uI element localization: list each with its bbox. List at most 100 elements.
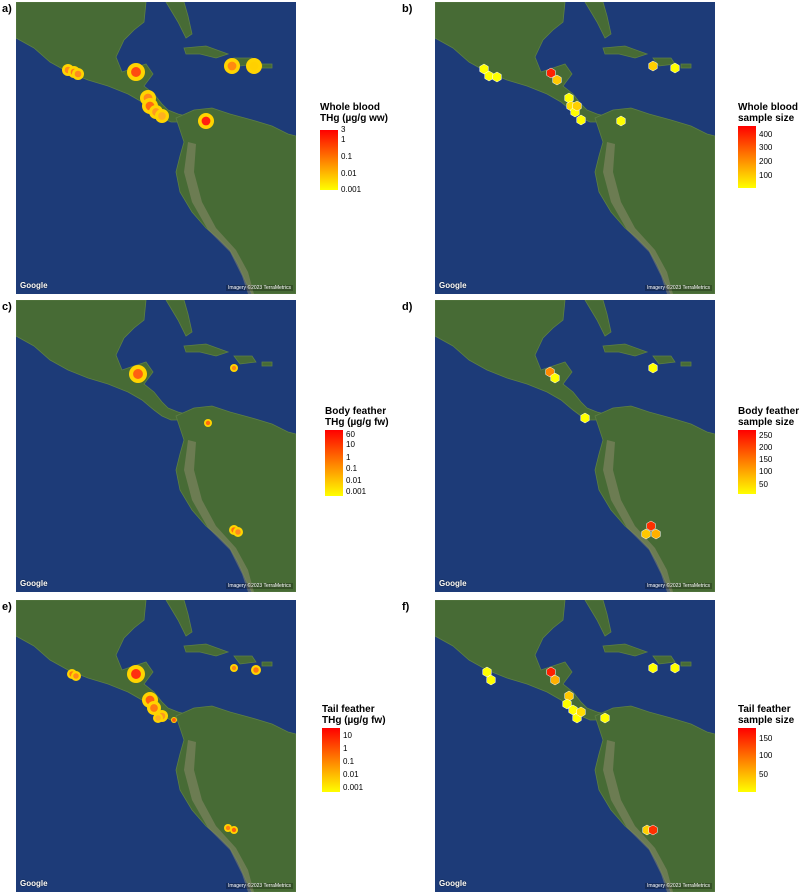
hex-bin [482,666,492,678]
site-marker [205,420,211,426]
panel-label: e) [2,601,12,613]
google-logo: Google [439,281,467,290]
site-marker [231,365,237,371]
legend-title: Whole blood [738,102,798,113]
landmass [233,655,257,665]
panel-b: b) Google Imagery ©2023 TerraMetrics Whol… [400,0,800,298]
map[interactable]: Google Imagery ©2023 TerraMetrics [16,600,296,892]
landmass [435,300,606,421]
legend-colorbar [738,126,756,188]
legend-tick: 0.001 [346,487,367,496]
landmass [602,643,649,657]
site-marker [249,61,259,71]
legend-title: Tail feather [322,704,375,715]
legend-tick: 150 [759,455,773,464]
legend-title: Tail feather [738,704,791,715]
andes-ridge [603,740,673,892]
google-logo: Google [20,281,48,290]
legend-tick: 400 [759,130,773,139]
landmass [183,45,230,59]
site-marker [235,529,241,535]
legend-tick: 0.1 [343,757,355,766]
landmass [652,355,676,365]
map-canvas [435,2,715,294]
andes-ridge [184,142,254,294]
legend-colorbar [325,430,343,496]
google-logo: Google [20,879,48,888]
legend: Whole blood THg (µg/g ww) 3 1 0.1 0.01 0… [320,102,400,202]
landmass [165,300,193,337]
landmass [261,661,273,667]
legend-colorbar [738,430,756,494]
legend-tick: 1 [346,453,351,462]
legend-tick: 0.01 [346,476,362,485]
panel-d: d) Google Imagery ©2023 TerraMetrics Body… [400,298,800,596]
site-marker [158,112,166,120]
site-marker [253,667,259,673]
google-logo: Google [439,879,467,888]
site-marker [150,704,158,712]
legend-tick: 10 [343,731,352,740]
legend-title: Body feather [738,406,800,417]
legend-colorbar [738,728,756,792]
site-marker [73,673,79,679]
legend-tick: 1 [343,744,348,753]
legend: Tail feather THg (µg/g fw) 10 1 0.1 0.01… [322,704,400,804]
hex-bin [576,114,586,126]
map-canvas [16,300,296,592]
panel-c: c) Google Imagery ©2023 TerraMetrics Body… [0,298,400,596]
map[interactable]: Google Imagery ©2023 TerraMetrics [16,300,296,592]
google-logo: Google [439,579,467,588]
legend-tick: 50 [759,770,768,779]
landmass [680,661,692,667]
site-marker [131,67,141,77]
hex-bin [572,100,582,112]
legend-tick: 100 [759,467,773,476]
landmass [652,655,676,665]
legend-subtitle: sample size [738,715,795,726]
panel-label: c) [2,301,12,313]
map-canvas [16,2,296,294]
map[interactable]: Google Imagery ©2023 TerraMetrics [16,2,296,294]
legend-tick: 100 [759,751,773,760]
panel-label: b) [402,3,413,15]
hex-bin [492,71,502,83]
andes-ridge [184,440,254,592]
imagery-attribution: Imagery ©2023 TerraMetrics [644,883,712,889]
hex-bin [616,115,626,127]
hex-bin [486,674,496,686]
imagery-attribution: Imagery ©2023 TerraMetrics [225,285,293,291]
hex-bin [552,74,562,86]
hex-bin [564,92,574,104]
legend-tick: 0.001 [341,185,362,194]
map-canvas [16,600,296,892]
hex-bin [546,67,556,79]
panel-label: a) [2,3,12,15]
landmass [16,300,187,421]
legend-colorbar [322,728,340,792]
legend-tick: 200 [759,443,773,452]
legend-subtitle: sample size [738,113,795,124]
hex-bin [670,62,680,74]
landmass [165,600,193,637]
site-marker [225,825,231,831]
andes-ridge [603,142,673,294]
map[interactable]: Google Imagery ©2023 TerraMetrics [435,2,715,294]
site-marker [74,70,82,78]
map-canvas [435,600,715,892]
legend-colorbar [320,130,338,190]
legend-tick: 0.01 [341,169,357,178]
andes-ridge [603,440,673,592]
site-marker [227,61,237,71]
landmass [584,2,612,39]
hex-bin [550,372,560,384]
imagery-attribution: Imagery ©2023 TerraMetrics [644,583,712,589]
panel-a: a) Google Imagery ©2023 TerraMetrics Whol… [0,0,400,298]
landmass [584,600,612,637]
hex-bin [564,690,574,702]
map[interactable]: Google Imagery ©2023 TerraMetrics [435,300,715,592]
map[interactable]: Google Imagery ©2023 TerraMetrics [435,600,715,892]
legend-tick: 50 [759,480,768,489]
legend-tick: 10 [346,440,355,449]
hex-bin [576,706,586,718]
